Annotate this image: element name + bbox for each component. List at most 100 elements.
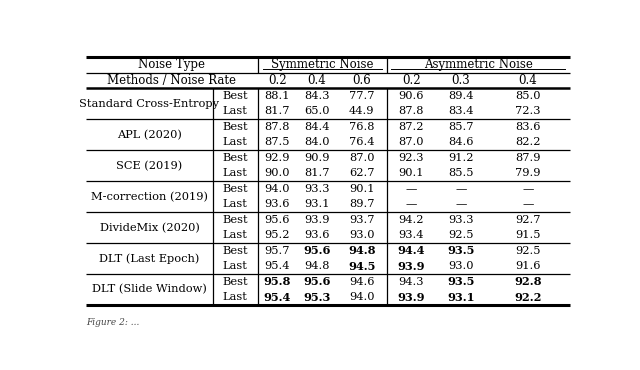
Text: 95.7: 95.7	[265, 246, 290, 256]
Text: 92.5: 92.5	[448, 231, 474, 240]
Text: DivideMix (2020): DivideMix (2020)	[99, 222, 200, 233]
Text: 87.2: 87.2	[399, 122, 424, 132]
Text: Last: Last	[223, 261, 248, 271]
Text: 92.8: 92.8	[514, 276, 541, 287]
Text: 72.3: 72.3	[515, 107, 541, 117]
Text: 87.0: 87.0	[399, 137, 424, 147]
Text: 93.4: 93.4	[399, 231, 424, 240]
Text: 83.6: 83.6	[515, 122, 541, 132]
Text: 90.6: 90.6	[399, 91, 424, 101]
Text: 94.6: 94.6	[349, 277, 374, 287]
Text: Last: Last	[223, 199, 248, 209]
Text: 87.8: 87.8	[265, 122, 290, 132]
Text: Figure 2: ...: Figure 2: ...	[86, 318, 140, 327]
Text: 90.1: 90.1	[399, 168, 424, 178]
Text: 81.7: 81.7	[305, 168, 330, 178]
Text: 94.0: 94.0	[265, 184, 290, 194]
Text: DLT (Last Epoch): DLT (Last Epoch)	[99, 253, 200, 264]
Text: 95.4: 95.4	[264, 292, 291, 303]
Text: 87.8: 87.8	[399, 107, 424, 117]
Text: 93.9: 93.9	[397, 261, 425, 272]
Text: 89.7: 89.7	[349, 199, 374, 209]
Text: 94.8: 94.8	[305, 261, 330, 271]
Text: APL (2020): APL (2020)	[117, 130, 182, 140]
Text: M-correction (2019): M-correction (2019)	[91, 192, 208, 202]
Text: Best: Best	[223, 277, 248, 287]
Text: 93.1: 93.1	[447, 292, 475, 303]
Text: 93.6: 93.6	[265, 199, 290, 209]
Text: 93.6: 93.6	[305, 231, 330, 240]
Text: Last: Last	[223, 168, 248, 178]
Text: 93.3: 93.3	[305, 184, 330, 194]
Text: Last: Last	[223, 107, 248, 117]
Text: 0.4: 0.4	[518, 74, 537, 87]
Text: Last: Last	[223, 137, 248, 147]
Text: 91.5: 91.5	[515, 231, 541, 240]
Text: 94.8: 94.8	[348, 245, 376, 256]
Text: 93.9: 93.9	[397, 292, 425, 303]
Text: 94.5: 94.5	[348, 261, 376, 272]
Text: 93.9: 93.9	[305, 215, 330, 225]
Text: 92.5: 92.5	[515, 246, 541, 256]
Text: 0.4: 0.4	[308, 74, 326, 87]
Text: 44.9: 44.9	[349, 107, 374, 117]
Text: 92.7: 92.7	[515, 215, 541, 225]
Text: 76.8: 76.8	[349, 122, 374, 132]
Text: 90.1: 90.1	[349, 184, 374, 194]
Text: Last: Last	[223, 292, 248, 302]
Text: 0.2: 0.2	[268, 74, 287, 87]
Text: Last: Last	[223, 231, 248, 240]
Text: Methods / Noise Rate: Methods / Noise Rate	[108, 74, 236, 87]
Text: 85.7: 85.7	[448, 122, 474, 132]
Text: 0.3: 0.3	[452, 74, 470, 87]
Text: Asymmetric Noise: Asymmetric Noise	[424, 58, 532, 71]
Text: 93.0: 93.0	[349, 231, 374, 240]
Text: 92.2: 92.2	[514, 292, 541, 303]
Text: 91.2: 91.2	[448, 153, 474, 163]
Text: 62.7: 62.7	[349, 168, 374, 178]
Text: 82.2: 82.2	[515, 137, 541, 147]
Text: 87.9: 87.9	[515, 153, 541, 163]
Text: 93.5: 93.5	[447, 245, 475, 256]
Text: 79.9: 79.9	[515, 168, 541, 178]
Text: 95.2: 95.2	[265, 231, 290, 240]
Text: 84.6: 84.6	[448, 137, 474, 147]
Text: 84.4: 84.4	[305, 122, 330, 132]
Text: 92.9: 92.9	[265, 153, 290, 163]
Text: 95.6: 95.6	[303, 245, 331, 256]
Text: 85.0: 85.0	[515, 91, 541, 101]
Text: 93.3: 93.3	[448, 215, 474, 225]
Text: 91.6: 91.6	[515, 261, 541, 271]
Text: 88.1: 88.1	[265, 91, 290, 101]
Text: Standard Cross-Entropy: Standard Cross-Entropy	[79, 99, 220, 109]
Text: 95.3: 95.3	[303, 292, 331, 303]
Text: 77.7: 77.7	[349, 91, 374, 101]
Text: 90.0: 90.0	[265, 168, 290, 178]
Text: 90.9: 90.9	[305, 153, 330, 163]
Text: 76.4: 76.4	[349, 137, 374, 147]
Text: 85.5: 85.5	[448, 168, 474, 178]
Text: 93.7: 93.7	[349, 215, 374, 225]
Text: 95.6: 95.6	[303, 276, 331, 287]
Text: Best: Best	[223, 122, 248, 132]
Text: 94.4: 94.4	[397, 245, 425, 256]
Text: 94.0: 94.0	[349, 292, 374, 302]
Text: 93.5: 93.5	[447, 276, 475, 287]
Text: 81.7: 81.7	[265, 107, 290, 117]
Text: Best: Best	[223, 184, 248, 194]
Text: Best: Best	[223, 153, 248, 163]
Text: 0.2: 0.2	[402, 74, 420, 87]
Text: Best: Best	[223, 215, 248, 225]
Text: —: —	[406, 184, 417, 194]
Text: 65.0: 65.0	[305, 107, 330, 117]
Text: 93.1: 93.1	[305, 199, 330, 209]
Text: Best: Best	[223, 246, 248, 256]
Text: 94.3: 94.3	[399, 277, 424, 287]
Text: 0.6: 0.6	[353, 74, 371, 87]
Text: 87.0: 87.0	[349, 153, 374, 163]
Text: 89.4: 89.4	[448, 91, 474, 101]
Text: 95.6: 95.6	[265, 215, 290, 225]
Text: 83.4: 83.4	[448, 107, 474, 117]
Text: —: —	[406, 199, 417, 209]
Text: 87.5: 87.5	[265, 137, 290, 147]
